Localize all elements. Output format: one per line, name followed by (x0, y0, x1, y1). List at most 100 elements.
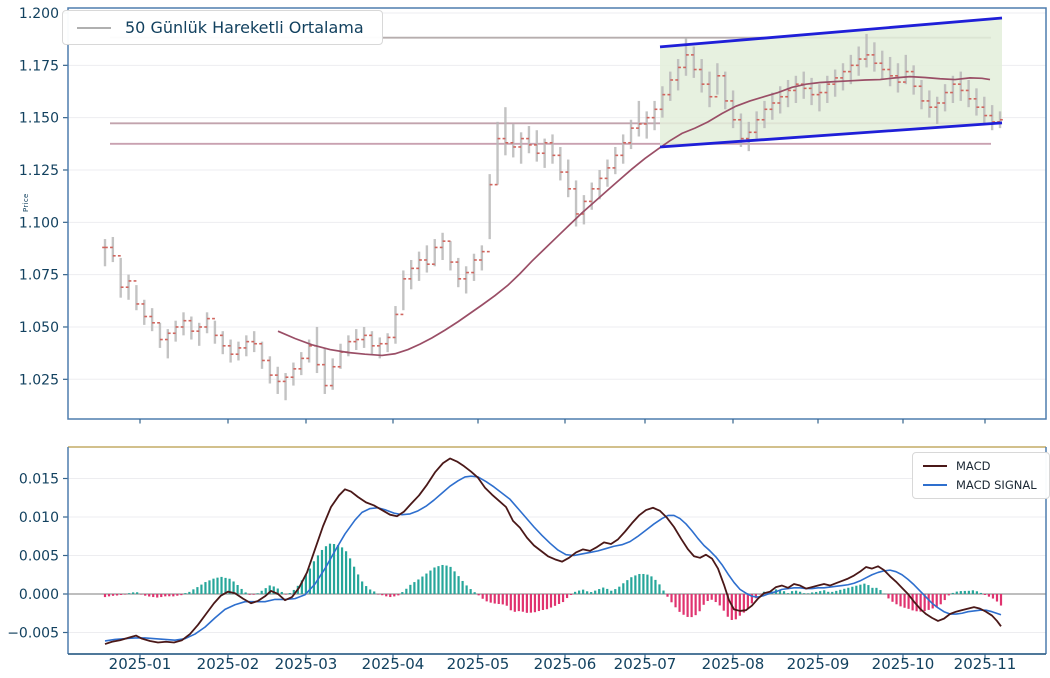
macd-histogram-bar (778, 589, 782, 594)
macd-histogram-bar (991, 594, 995, 599)
macd-histogram-bar (971, 590, 974, 594)
macd-histogram-bar (212, 578, 215, 594)
macd-histogram-bar (389, 594, 392, 598)
macd-histogram-bar (276, 588, 279, 594)
macd-histogram-bar (565, 594, 569, 599)
macd-histogram-bar (666, 594, 669, 597)
macd-histogram-bar (963, 590, 966, 594)
x-tick-label: 2025-08 (702, 655, 765, 673)
macd-histogram-bar (336, 545, 340, 594)
macd-histogram-bar (300, 580, 303, 594)
macd-histogram-bar (365, 586, 368, 594)
x-tick-label: 2025-06 (534, 655, 597, 673)
macd-histogram-bar (847, 587, 850, 594)
macd-histogram-bar (658, 584, 661, 594)
macd-histogram-bar (103, 594, 107, 598)
macd-histogram-bar (501, 594, 504, 605)
macd-histogram-bar (208, 580, 211, 594)
macd-histogram-bar (794, 590, 798, 594)
macd-histogram-bar (682, 594, 685, 615)
macd-histogram-bar (626, 580, 629, 594)
macd-histogram-bar (999, 594, 1003, 606)
macd-histogram-bar (457, 576, 460, 594)
macd-histogram-bar (369, 589, 372, 594)
macd-histogram-bar (811, 592, 814, 594)
ma50-line (277, 75, 991, 357)
macd-histogram-bar (485, 594, 488, 602)
macd-histogram-bar (927, 594, 930, 610)
y-tick-label: −0.005 (7, 626, 59, 642)
y-tick-label: 0.000 (19, 587, 59, 603)
macd-histogram-bar (718, 594, 721, 606)
y-tick-label: 0.015 (19, 472, 59, 488)
macd-histogram-bar (405, 588, 408, 594)
macd-legend-line-icon (923, 465, 947, 467)
macd-histogram-bar (348, 558, 352, 594)
macd-histogram-bar (879, 590, 882, 594)
macd-histogram-bar (180, 594, 183, 596)
macd-histogram-bar (987, 594, 991, 597)
macd-histogram-bar (694, 594, 697, 616)
macd-histogram-bar (248, 594, 251, 595)
macd-histogram-bar (429, 570, 432, 594)
macd-histogram-bar (232, 581, 235, 594)
x-tick-label: 2025-03 (275, 655, 338, 673)
macd-histogram-bar (144, 594, 147, 596)
macd-histogram-bar (951, 592, 954, 594)
macd-histogram-bar (594, 590, 597, 594)
macd-histogram-bar (650, 576, 653, 594)
macd-histogram-bar (790, 591, 794, 594)
x-tick-label: 2025-09 (787, 655, 850, 673)
macd-histogram-bar (923, 594, 926, 612)
macd-histogram-bar (726, 594, 729, 617)
macd-histogram-bar (967, 590, 970, 594)
macd-histogram-bar (533, 594, 537, 613)
macd-histogram-bar (196, 587, 199, 594)
macd-histogram-bar (674, 594, 677, 608)
macd-histogram-bar (943, 594, 946, 601)
macd-histogram-bar (742, 594, 745, 613)
macd-histogram-bar (497, 594, 500, 604)
macd-histogram-bar (324, 546, 328, 594)
macd-signal-line (104, 475, 1002, 642)
y-tick-label: 1.100 (19, 215, 59, 231)
macd-histogram-bar (160, 594, 163, 598)
macd-histogram-bar (871, 587, 874, 594)
ma-legend-line-icon (77, 26, 111, 29)
macd-legend: MACD MACD SIGNAL (912, 452, 1050, 499)
macd-histogram-bar (738, 594, 741, 616)
macd-histogram-bar (939, 594, 942, 605)
macd-histogram-bar (782, 591, 786, 594)
macd-histogram-bar (493, 594, 496, 604)
macd-histogram-bar (578, 590, 581, 594)
macd-histogram-bar (553, 594, 557, 606)
macd-histogram-bar (316, 555, 320, 594)
macd-histogram-bar (381, 594, 384, 596)
macd-histogram-bar (240, 588, 243, 594)
macd-histogram-bar (714, 594, 717, 603)
macd-histogram-bar (947, 594, 950, 596)
macd-histogram-bar (164, 594, 167, 597)
macd-histogram-bar (654, 579, 657, 594)
macd-histogram-bar (545, 594, 549, 610)
macd-histogram-bar (823, 590, 826, 594)
macd-histogram-bar (569, 594, 573, 595)
macd-histogram-bar (252, 594, 255, 595)
macd-histogram-bar (702, 594, 705, 605)
macd-histogram-bar (955, 591, 958, 594)
macd-histogram-bar (706, 594, 709, 602)
ma-legend: 50 Günlük Hareketli Ortalama (62, 10, 383, 45)
macd-histogram-bar (646, 574, 649, 594)
macd-histogram-bar (132, 592, 135, 594)
macd-histogram-bar (373, 591, 376, 594)
price-panel: 1.200 1.175 1.150 1.125 1.100 1.075 1.050 1.025 (19, 6, 1047, 424)
macd-histogram-bar (397, 594, 400, 596)
macd-histogram-bar (722, 594, 725, 611)
macd-histogram-bar (111, 594, 115, 596)
macd-histogram-bar (332, 544, 336, 594)
ma-legend-label: 50 Günlük Hareketli Ortalama (125, 18, 364, 37)
macd-histogram-bar (686, 594, 689, 617)
macd-histogram-bar (236, 584, 239, 594)
macd-histogram-bar (280, 591, 283, 594)
x-tick-label: 2025-04 (362, 655, 425, 673)
